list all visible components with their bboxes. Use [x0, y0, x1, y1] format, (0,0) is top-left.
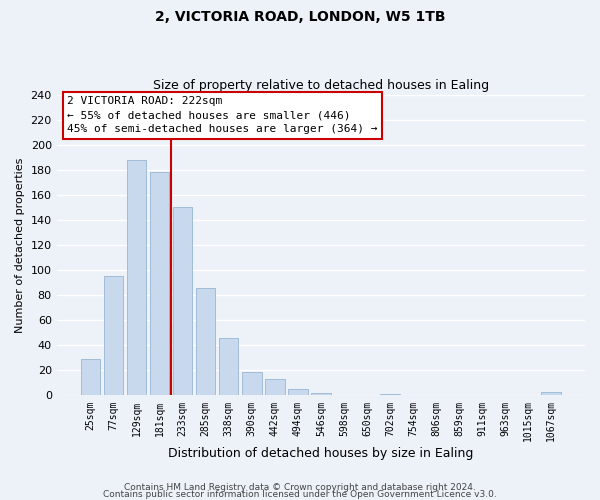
- Text: 2, VICTORIA ROAD, LONDON, W5 1TB: 2, VICTORIA ROAD, LONDON, W5 1TB: [155, 10, 445, 24]
- X-axis label: Distribution of detached houses by size in Ealing: Distribution of detached houses by size …: [168, 447, 473, 460]
- Bar: [80, 359, 100, 396]
- Title: Size of property relative to detached houses in Ealing: Size of property relative to detached ho…: [153, 79, 489, 92]
- Text: 2 VICTORIA ROAD: 222sqm
← 55% of detached houses are smaller (446)
45% of semi-d: 2 VICTORIA ROAD: 222sqm ← 55% of detache…: [67, 96, 378, 134]
- Bar: [242, 372, 262, 396]
- Bar: [127, 160, 146, 396]
- Text: Contains HM Land Registry data © Crown copyright and database right 2024.: Contains HM Land Registry data © Crown c…: [124, 484, 476, 492]
- Bar: [380, 394, 400, 396]
- Bar: [265, 379, 284, 396]
- Bar: [196, 288, 215, 396]
- Bar: [541, 392, 561, 396]
- Y-axis label: Number of detached properties: Number of detached properties: [15, 158, 25, 332]
- Bar: [104, 276, 123, 396]
- Bar: [219, 338, 238, 396]
- Bar: [288, 389, 308, 396]
- Text: Contains public sector information licensed under the Open Government Licence v3: Contains public sector information licen…: [103, 490, 497, 499]
- Bar: [173, 208, 193, 396]
- Bar: [150, 172, 169, 396]
- Bar: [311, 393, 331, 396]
